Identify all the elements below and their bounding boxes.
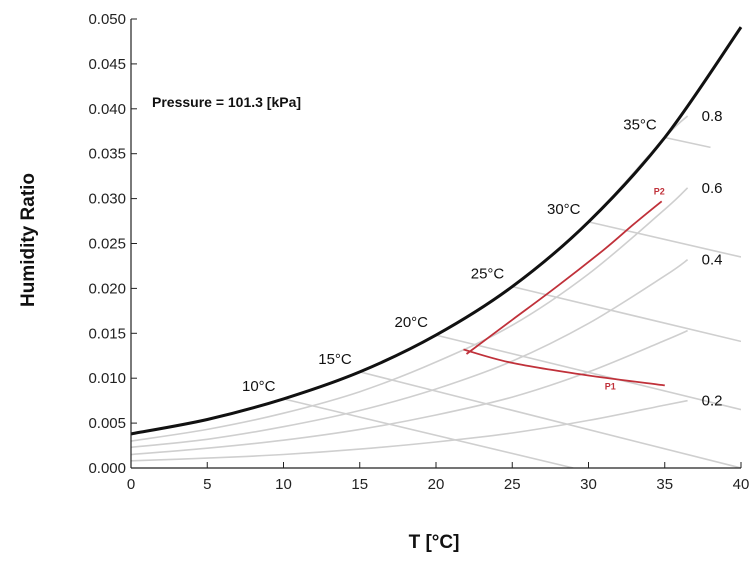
saturation-curve-group: [130, 26, 743, 436]
rh-label-5: 0.8: [702, 108, 723, 125]
x-tick-label: 30: [580, 476, 597, 493]
x-tick-label: 35: [656, 476, 673, 493]
x-tick-label: 5: [203, 476, 211, 493]
pressure-annotation: Pressure = 101.3 [kPa]: [152, 94, 301, 110]
wet-bulb-line-4: [512, 285, 741, 343]
process-line-p1: [463, 348, 665, 387]
x-tick-label: 20: [428, 476, 445, 493]
wet-bulb-label-3: 20°C: [394, 314, 428, 331]
rh-line-2: [131, 329, 688, 456]
x-axis-label: T [°C]: [409, 532, 460, 553]
rh-label-1: 0.2: [702, 393, 723, 410]
y-tick-label: 0.005: [88, 415, 126, 432]
process-lines: [463, 200, 665, 387]
y-tick-label: 0.045: [88, 56, 126, 73]
wet-bulb-line-3: [435, 334, 741, 411]
rh-line-3: [131, 259, 689, 449]
saturation-curve: [130, 26, 743, 436]
x-tick-label: 40: [733, 476, 750, 493]
x-tick-label: 0: [127, 476, 135, 493]
rh-label-4: 0.6: [702, 180, 723, 197]
y-tick-label: 0.010: [88, 370, 126, 387]
process-line-p2: [465, 200, 663, 355]
relative-humidity-lines: [131, 115, 689, 462]
y-tick-label: 0.020: [88, 280, 126, 297]
y-tick-label: 0.030: [88, 191, 126, 208]
wet-bulb-label-6: 35°C: [623, 117, 657, 134]
y-tick-label: 0.035: [88, 146, 126, 163]
tick-labels: 0 5 10 15 20 25 30 35 40 0.000 0.005 0.010 0.015 0.02…: [88, 11, 749, 493]
wet-bulb-line-6: [664, 136, 711, 149]
wet-bulb-label-4: 25°C: [471, 266, 505, 283]
wet-bulb-label-1: 10°C: [242, 378, 276, 395]
rh-line-4: [131, 187, 689, 442]
y-tick-label: 0.040: [88, 101, 126, 118]
wet-bulb-label-2: 15°C: [318, 351, 352, 368]
curve-labels: 0.2 0.4 0.6 0.8 10°C 15°C 20°C 25°C 30°C 35°C P1 P2: [242, 108, 723, 410]
wet-bulb-line-1: [283, 398, 574, 468]
wet-bulb-label-5: 30°C: [547, 201, 581, 218]
x-tick-label: 10: [275, 476, 292, 493]
x-tick-label: 25: [504, 476, 521, 493]
y-tick-label: 0.050: [88, 11, 126, 28]
y-tick-label: 0.000: [88, 460, 126, 477]
x-tick-label: 15: [351, 476, 368, 493]
wet-bulb-lines: [283, 136, 741, 468]
axes: [130, 18, 742, 469]
process-label-p1: P1: [605, 381, 616, 391]
y-tick-label: 0.025: [88, 236, 126, 253]
y-tick-label: 0.015: [88, 325, 126, 342]
rh-label-3: 0.4: [702, 252, 723, 269]
wet-bulb-line-5: [588, 221, 741, 258]
rh-line-1: [131, 399, 688, 462]
y-axis-label: Humidity Ratio: [18, 173, 39, 307]
wet-bulb-line-2: [359, 371, 741, 468]
process-label-p2: P2: [654, 186, 665, 196]
